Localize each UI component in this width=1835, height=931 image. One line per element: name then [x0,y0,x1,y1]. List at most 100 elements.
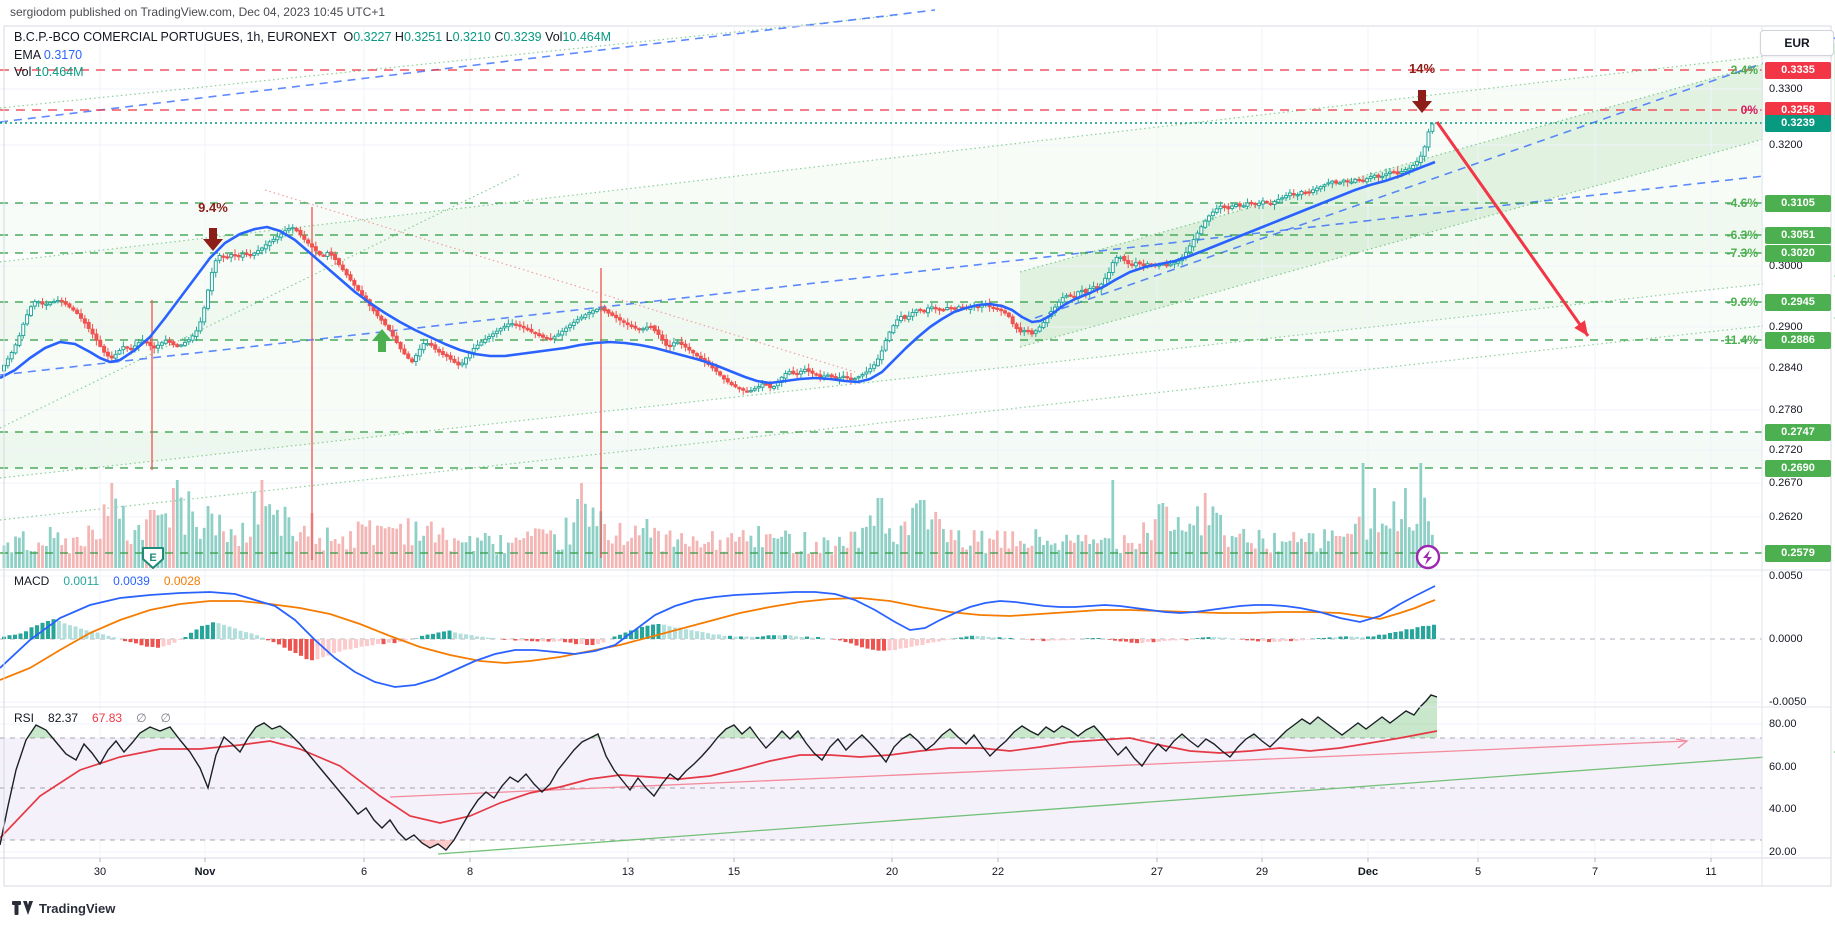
macd-line [0,585,1436,688]
symbol-legend[interactable]: B.C.P.-BCO COMERCIAL PORTUGUES, 1h, EURO… [14,30,611,44]
ema-value: 0.3170 [43,48,83,62]
publish-header: sergiodom published on TradingView.com, … [10,5,386,19]
percent-label: -6.3% [1726,228,1758,242]
time-tick: Nov [194,866,216,878]
time-tick: Dec [1357,866,1379,878]
gain-label-9-4: 9.4% [198,200,228,215]
tradingview-logo-icon [12,901,33,915]
percent-label: -7.3% [1726,246,1758,260]
price-tick: 0.0000 [1769,633,1803,645]
gain-label-14: 14% [1408,61,1436,76]
percent-label: -4.6% [1726,196,1758,210]
rsi-support-trendline [437,751,1835,855]
time-tick: 15 [727,866,741,878]
ohlc-item: L0.3210 [442,30,491,44]
grid-lines [0,27,1762,858]
price-level-badge[interactable]: 0.2690 [1765,459,1831,477]
price-level-badge[interactable]: 0.3051 [1765,226,1831,244]
macd-legend[interactable]: MACD 0.0011 0.0039 0.0028 [14,574,215,588]
price-tick: 60.00 [1769,761,1797,773]
projection-arrow [1435,121,1590,337]
price-tick: -0.0050 [1769,696,1807,708]
ohlc-item: Vol10.464M [541,30,612,44]
price-level-badge[interactable]: 0.3335 [1765,61,1831,79]
ohlc-item: O0.3227 [340,30,392,44]
rsi-value: ∅ [160,711,171,725]
volume-label: Vol [14,65,32,79]
ohlc-item: H0.3251 [391,30,443,44]
up-arrow-marker [372,329,392,352]
price-level-badge[interactable]: 0.3258 [1765,101,1831,119]
time-tick: 30 [93,866,107,878]
ema-legend[interactable]: EMA 0.3170 [14,48,82,62]
volume-value: 10.464M [34,65,84,79]
rsi-trend-arrow [389,740,1688,798]
rsi-legend[interactable]: RSI 82.37 67.83 ∅ ∅ [14,711,185,725]
ohlc-item: C0.3239 [490,30,542,44]
frame-lines [0,25,1834,887]
price-tick: 0.2620 [1769,511,1803,523]
macd-value: 0.0039 [113,574,150,588]
price-level-badge[interactable]: 0.2747 [1765,423,1831,441]
ema-line [0,160,1436,385]
rsi-line [0,694,1438,851]
macd-signal-line [0,597,1436,681]
ema-label: EMA [14,48,41,62]
price-level-badge[interactable]: 0.2945 [1765,293,1831,311]
symbol-title: B.C.P.-BCO COMERCIAL PORTUGUES, 1h, EURO… [14,30,337,44]
currency-button[interactable]: EUR [1760,30,1834,56]
price-level-badge[interactable]: 0.2886 [1765,331,1831,349]
price-level-badge[interactable]: 0.3105 [1765,194,1831,212]
time-tick: 5 [1474,866,1482,878]
time-tick: 29 [1255,866,1269,878]
macd-label: MACD [14,574,50,588]
price-level-badge[interactable]: 0.3020 [1765,244,1831,262]
percent-label: 2.4% [1730,63,1758,77]
price-tick: 80.00 [1769,718,1797,730]
tint-fills [0,44,1835,840]
price-tick: 0.3000 [1769,260,1803,272]
time-tick: 20 [885,866,899,878]
rsi-value: 67.83 [92,711,123,725]
tradingview-logo[interactable]: TradingView [12,901,115,916]
price-tick: 0.2720 [1769,444,1803,456]
macd-value: 0.0028 [163,574,201,588]
rsi-value: 82.37 [48,711,79,725]
level-lines [0,69,1762,554]
rsi-label: RSI [14,711,35,725]
rsi-panel [0,694,1835,855]
volume-legend[interactable]: Vol 10.464M [14,65,84,79]
price-tick: 0.2900 [1769,321,1803,333]
price-tick: 0.2670 [1769,477,1803,489]
time-tick: 27 [1150,866,1164,878]
price-tick: 0.2780 [1769,404,1803,416]
rsi-ma-line [0,730,1438,839]
price-tick: 40.00 [1769,803,1797,815]
time-tick: 8 [466,866,474,878]
tradingview-logo-text: TradingView [39,901,116,916]
price-tick: 0.2840 [1769,362,1803,374]
svg-text:E: E [149,552,156,564]
price-tick: 20.00 [1769,846,1797,858]
down-arrow-marker [203,228,223,251]
time-tick: 11 [1705,866,1717,878]
time-tick: 6 [360,866,368,878]
price-level-badge[interactable]: 0.3239 [1765,114,1831,132]
rsi-value: ∅ [136,711,147,725]
percent-label: -9.6% [1726,295,1758,309]
volume-bars [2,463,1434,568]
price-tick: 0.0050 [1769,570,1803,582]
down-arrow-marker [1412,90,1432,113]
time-tick: 7 [1591,866,1599,878]
percent-label: -11.4% [1720,333,1758,347]
macd-value: 0.0011 [63,574,100,588]
price-tick: 0.3200 [1769,139,1803,151]
trendline-drawings [0,9,1835,521]
percent-label: 0% [1740,103,1758,117]
price-tick: 0.3300 [1769,83,1803,95]
price-level-badge[interactable]: 0.2579 [1765,544,1831,562]
time-tick: 22 [991,866,1005,878]
annotation-drawings: E [142,90,1590,570]
